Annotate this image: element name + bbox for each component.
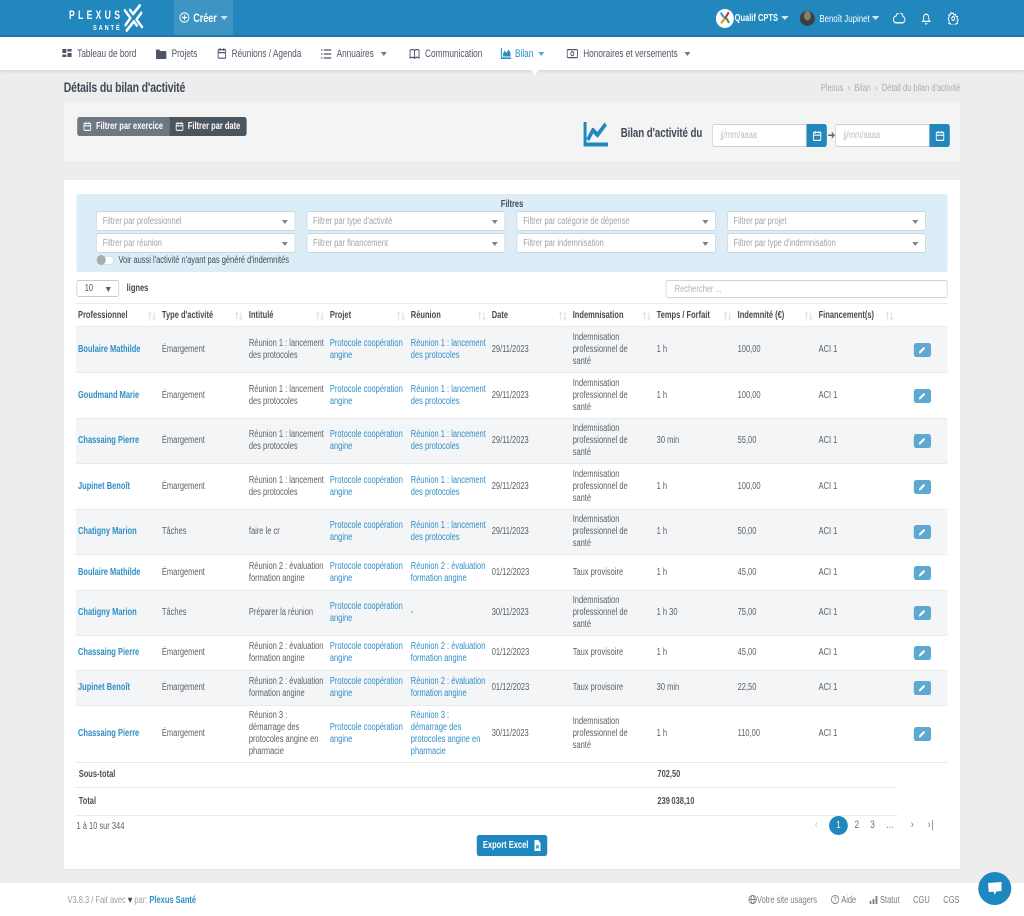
svg-text:?: ?: [834, 896, 837, 904]
